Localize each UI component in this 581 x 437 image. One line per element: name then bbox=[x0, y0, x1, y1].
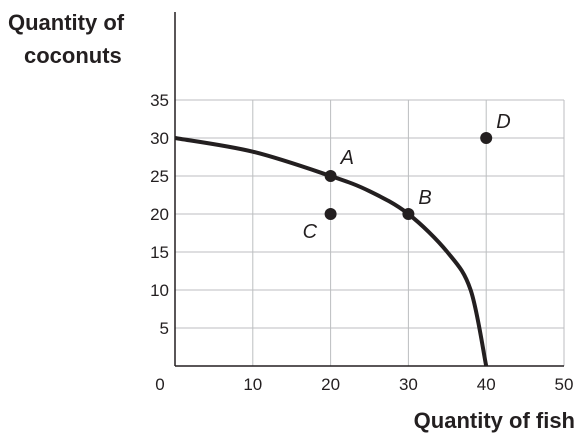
point-layer: A B C D bbox=[303, 111, 511, 243]
x-axis-title: Quantity of fish bbox=[414, 408, 575, 433]
y-tick-label-35: 35 bbox=[150, 91, 169, 110]
x-tick-label-40: 40 bbox=[477, 375, 496, 394]
tick-labels: 0 10 20 30 40 50 5 10 15 20 25 30 35 bbox=[150, 91, 573, 394]
x-tick-label-0: 0 bbox=[155, 375, 164, 394]
ppf-curve-0 bbox=[174, 136, 489, 367]
y-axis-title-word-2: of bbox=[103, 10, 124, 35]
y-axis-title-line-1: Quantity of bbox=[8, 10, 125, 35]
point-label-a: A bbox=[340, 147, 354, 169]
y-tick-label-25: 25 bbox=[150, 167, 169, 186]
axes bbox=[174, 12, 564, 367]
point-c bbox=[324, 208, 337, 220]
y-tick-label-30: 30 bbox=[150, 129, 169, 148]
x-tick-label-30: 30 bbox=[399, 375, 418, 394]
y-tick-label-15: 15 bbox=[150, 243, 169, 262]
y-tick-label-20: 20 bbox=[150, 205, 169, 224]
curve-layer bbox=[174, 136, 489, 367]
point-label-b: B bbox=[418, 187, 431, 209]
x-tick-label-20: 20 bbox=[321, 375, 340, 394]
y-axis-title-word-1: Quantity bbox=[8, 10, 98, 35]
x-tick-label-10: 10 bbox=[243, 375, 262, 394]
y-tick-label-5: 5 bbox=[160, 319, 169, 338]
point-d bbox=[480, 132, 493, 144]
y-tick-label-10: 10 bbox=[150, 281, 169, 300]
y-axis-title-line-2: coconuts bbox=[24, 43, 122, 68]
point-a bbox=[324, 170, 337, 182]
grid bbox=[175, 99, 565, 366]
point-label-c: C bbox=[303, 221, 318, 243]
point-label-d: D bbox=[496, 111, 510, 133]
x-tick-label-50: 50 bbox=[555, 375, 574, 394]
point-b bbox=[402, 208, 415, 220]
